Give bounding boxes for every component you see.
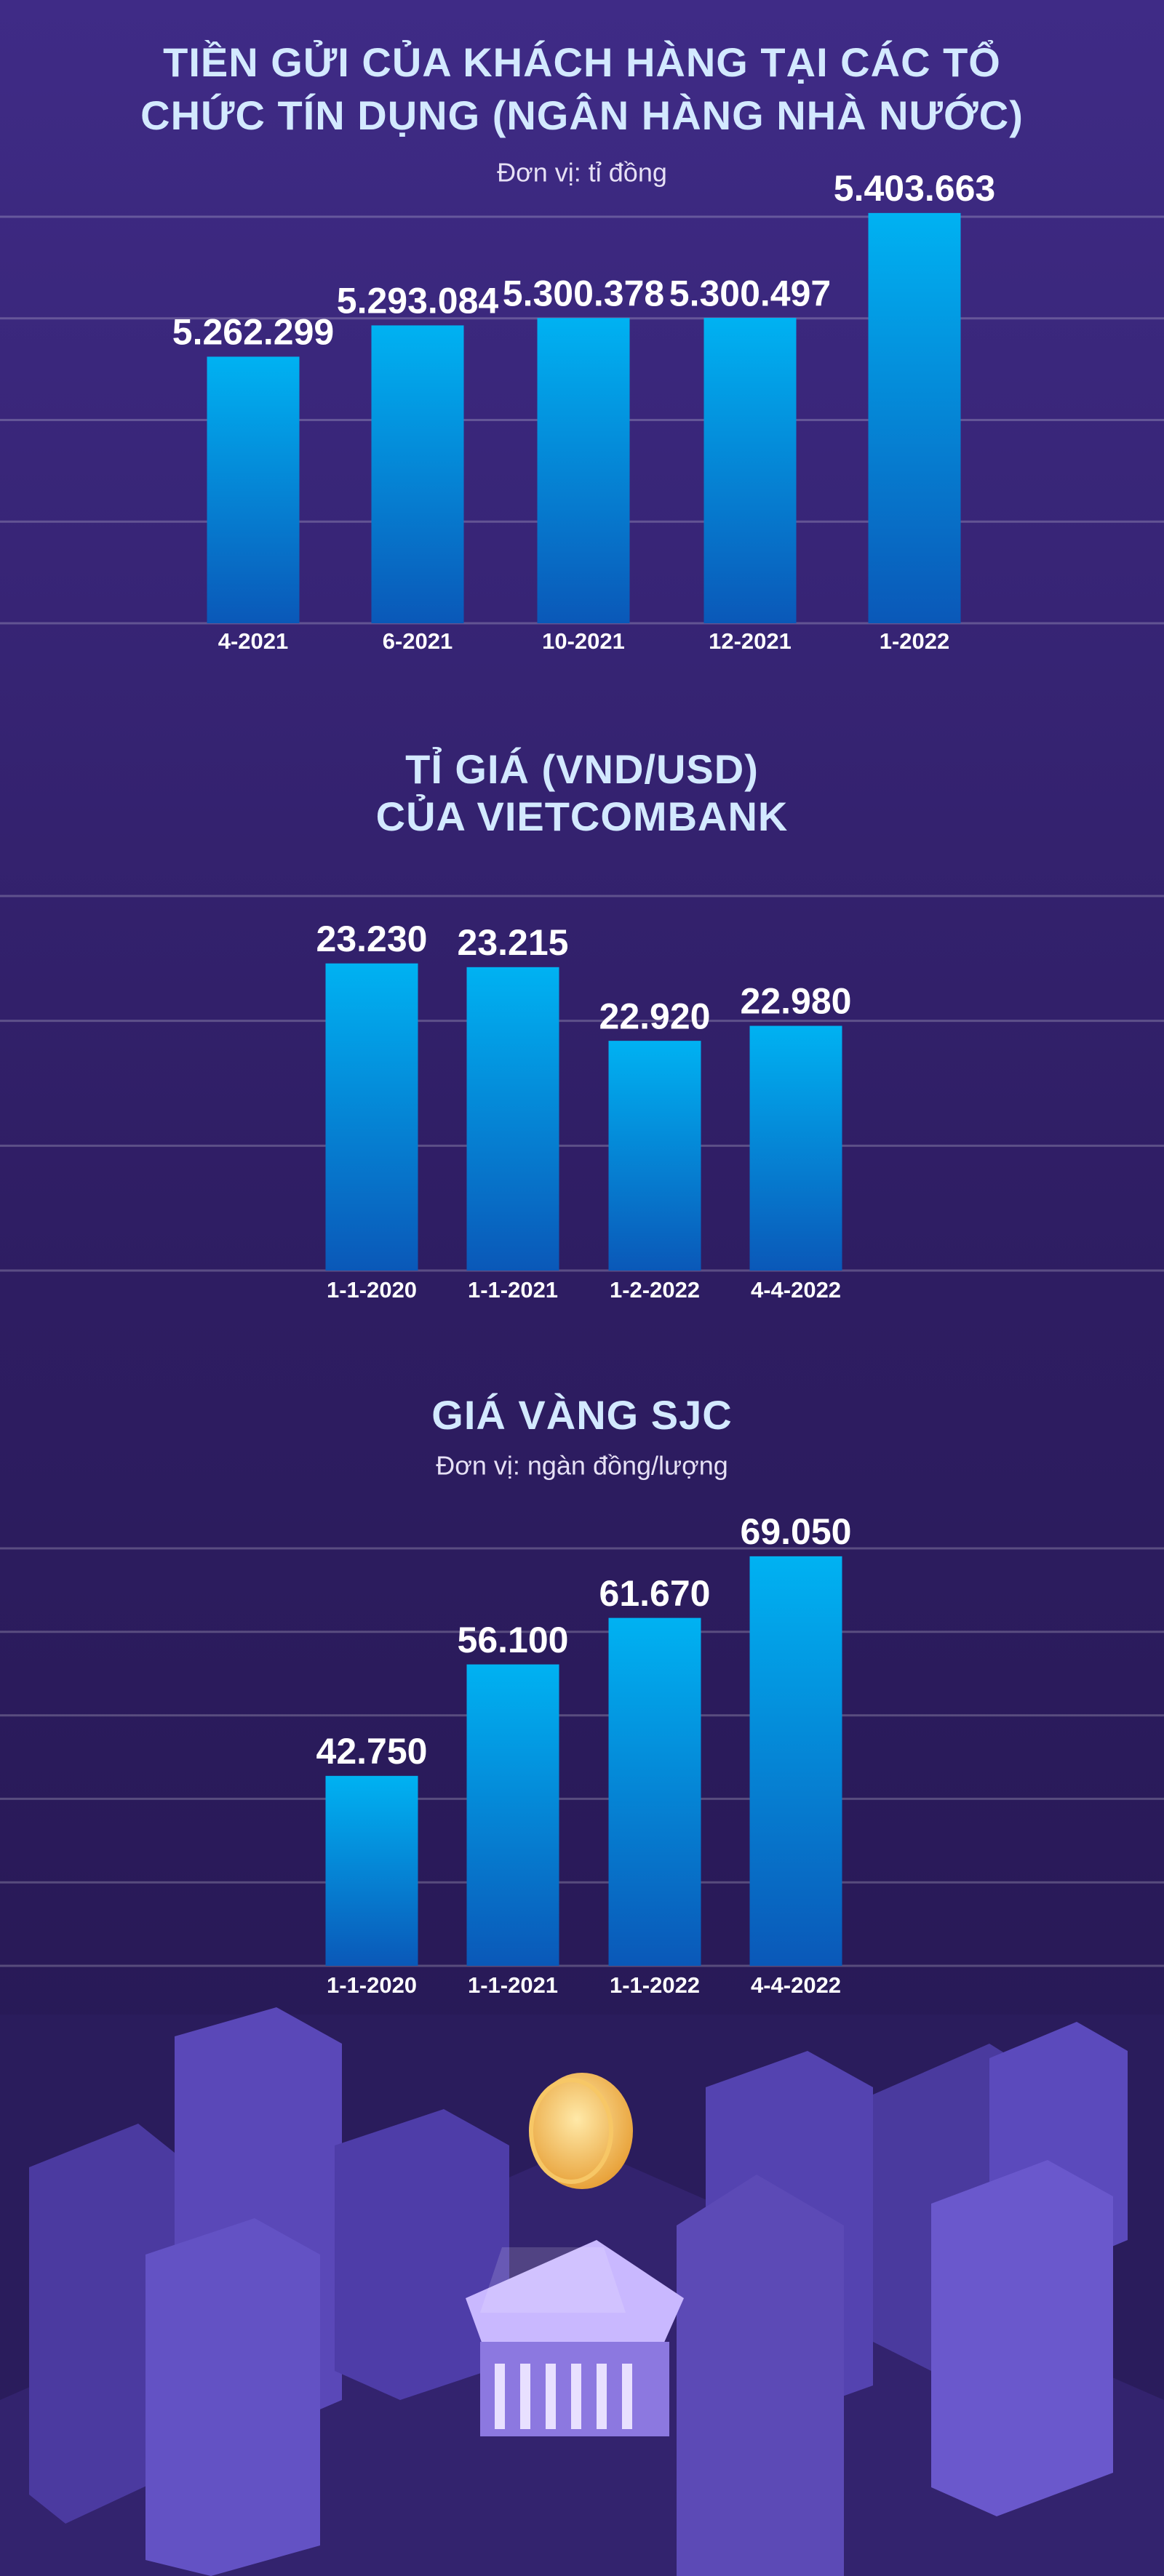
value-label: 61.670 xyxy=(599,1573,711,1614)
value-label: 5.262.299 xyxy=(172,312,334,353)
x-tick-label: 4-4-2022 xyxy=(751,1277,841,1303)
value-label: 5.300.378 xyxy=(503,273,664,313)
bar xyxy=(325,1775,418,1966)
value-label: 5.293.084 xyxy=(337,281,499,321)
x-tick-label: 1-1-2021 xyxy=(468,1972,558,1998)
bar xyxy=(207,356,300,623)
x-tick-label: 4-2021 xyxy=(218,628,289,654)
charts: TIỀN GỬI CỦA KHÁCH HÀNG TẠI CÁC TỔ CHỨC T… xyxy=(0,39,1164,1998)
bar xyxy=(703,318,797,623)
x-tick-label: 10-2021 xyxy=(542,628,625,654)
chart-title: TIỀN GỬI CỦA KHÁCH HÀNG TẠI CÁC TỔ xyxy=(163,39,1001,85)
bar xyxy=(749,1025,842,1271)
bar xyxy=(749,1556,842,1966)
value-label: 5.300.497 xyxy=(669,273,831,313)
x-tick-label: 1-2-2022 xyxy=(610,1277,700,1303)
chart-title: CHỨC TÍN DỤNG (NGÂN HÀNG NHÀ NƯỚC) xyxy=(140,92,1024,138)
chart: GIÁ VÀNG SJC Đơn vị: ngàn đồng/lượng 42.75… xyxy=(0,1392,1164,1998)
chart-title: CỦA VIETCOMBANK xyxy=(376,793,789,839)
value-label: 69.050 xyxy=(741,1511,852,1552)
x-tick-label: 12-2021 xyxy=(709,628,792,654)
value-label: 42.750 xyxy=(316,1731,428,1772)
chart-title: TỈ GIÁ (VND/USD) xyxy=(405,746,759,792)
x-tick-label: 1-1-2020 xyxy=(327,1972,417,1998)
chart: TỈ GIÁ (VND/USD)CỦA VIETCOMBANK 23.230 1-1… xyxy=(0,746,1164,1303)
city-illustration xyxy=(0,2007,1164,2576)
chart-title: GIÁ VÀNG SJC xyxy=(431,1392,732,1438)
x-tick-label: 1-2022 xyxy=(880,628,950,654)
x-tick-label: 1-1-2022 xyxy=(610,1972,700,1998)
value-label: 22.920 xyxy=(599,996,711,1036)
value-label: 22.980 xyxy=(741,981,852,1022)
x-tick-label: 4-4-2022 xyxy=(751,1972,841,1998)
bar xyxy=(325,963,418,1271)
bar xyxy=(868,212,961,623)
chart: TIỀN GỬI CỦA KHÁCH HÀNG TẠI CÁC TỔ CHỨC T… xyxy=(0,39,1164,654)
value-label: 56.100 xyxy=(458,1620,569,1660)
bar xyxy=(371,325,464,623)
chart-subtitle: Đơn vị: tỉ đồng xyxy=(497,158,667,188)
bar xyxy=(537,318,630,623)
chart-subtitle: Đơn vị: ngàn đồng/lượng xyxy=(436,1451,728,1481)
bar xyxy=(608,1617,701,1966)
x-tick-label: 6-2021 xyxy=(383,628,453,654)
x-tick-label: 1-1-2020 xyxy=(327,1277,417,1303)
bar xyxy=(466,1664,559,1966)
bar xyxy=(466,967,559,1271)
value-label: 5.403.663 xyxy=(834,168,995,209)
value-label: 23.230 xyxy=(316,919,428,959)
value-label: 23.215 xyxy=(458,922,569,963)
x-tick-label: 1-1-2021 xyxy=(468,1277,558,1303)
bar xyxy=(608,1041,701,1271)
